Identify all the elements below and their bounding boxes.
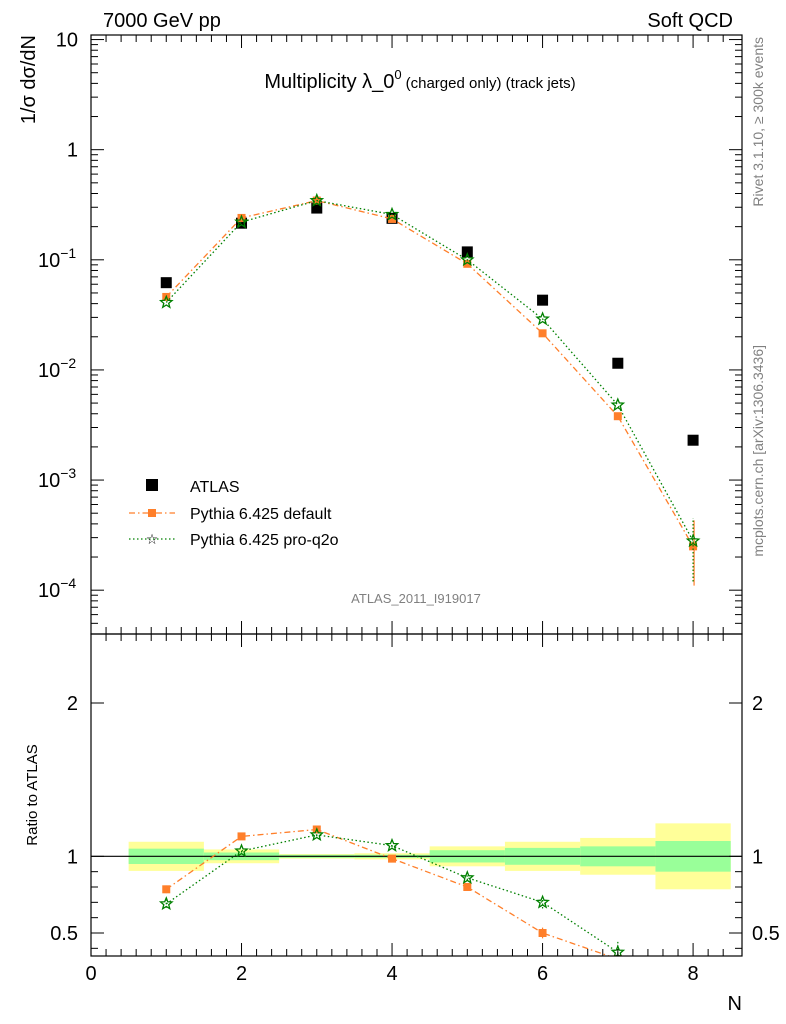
- ratio-plot-panel: 0.5 0.5 1 1 2 2 0 2 4 6 8 Ratio to ATLAS N: [24, 633, 780, 1015]
- main-y-tick-label: 10−2: [38, 355, 76, 382]
- mcplots-label: mcplots.cern.ch [arXiv:1306.3436]: [750, 345, 766, 557]
- ratio-plot-marks: [91, 823, 742, 956]
- plot-title-main: Multiplicity λ_0: [264, 71, 394, 93]
- atlas-point: [461, 246, 473, 258]
- pythia-proq2o-line: [165, 199, 694, 542]
- plot-title: Multiplicity λ_00 (charged only) (track j…: [264, 67, 575, 93]
- legend-atlas-label: ATLAS: [190, 479, 240, 496]
- ratio-series-group: [158, 825, 626, 956]
- main-y-tick-label: 10−4: [38, 575, 76, 602]
- legend: ATLAS Pythia 6.425 default ☆ Pythia 6.42…: [129, 479, 339, 549]
- ratio-y-tick-label-right: 0.5: [752, 923, 780, 945]
- pythia-proq2o-point: [535, 311, 551, 326]
- analysis-watermark: ATLAS_2011_I919017: [351, 591, 481, 606]
- main-y-tick-label: 10−1: [38, 245, 76, 272]
- ratio-pythia-default-point: [162, 885, 171, 894]
- main-y-tick-label-base: 10: [38, 360, 60, 382]
- energy-label: 7000 GeV pp: [103, 10, 221, 32]
- x-tick-label: 0: [85, 963, 96, 985]
- ratio-pythia-proq2o-point: [535, 894, 551, 909]
- ratio-pythia-proq2o-point: [384, 837, 400, 852]
- atlas-point: [537, 294, 549, 306]
- main-plot-frame: [90, 34, 743, 635]
- category-label: Soft QCD: [647, 10, 733, 32]
- ratio-plot-ticks: 0.5 0.5 1 1 2 2 0 2 4 6 8: [50, 634, 780, 985]
- ratio-plot-frame: [90, 633, 743, 957]
- atlas-point: [236, 217, 248, 229]
- ratio-pythia-proq2o-point: [309, 827, 325, 842]
- main-y-tick-label-base: 1: [67, 140, 78, 162]
- pythia-proq2o-point: [158, 294, 174, 309]
- main-y-tick-label: 10: [56, 30, 78, 52]
- pythia-proq2o-point: [459, 251, 475, 267]
- ratio-pythia-proq2o-point: [158, 896, 174, 911]
- main-y-tick-label-exponent: −3: [60, 465, 76, 481]
- ratio-pythia-default-point: [388, 854, 397, 863]
- pythia-proq2o-point: [384, 206, 400, 221]
- pythia-proq2o-point: [610, 397, 626, 412]
- ratio-y-tick-label-left: 0.5: [50, 923, 78, 945]
- main-y-tick-label: 10−3: [38, 465, 76, 492]
- legend-default-label: Pythia 6.425 default: [190, 506, 332, 523]
- pythia-default-point: [388, 214, 397, 223]
- main-y-tick-label-exponent: −4: [60, 575, 76, 591]
- main-y-tick-label: 1: [67, 140, 78, 162]
- pythia-proq2o-point: [685, 533, 701, 548]
- ratio-y-axis-label: Ratio to ATLAS: [24, 744, 41, 845]
- legend-proq2o-marker: ☆: [146, 531, 159, 547]
- x-tick-label: 4: [386, 963, 397, 985]
- ratio-y-tick-label-right: 1: [752, 846, 763, 868]
- pythia-default-line: [165, 199, 694, 547]
- x-tick-label: 8: [688, 963, 699, 985]
- atlas-point: [612, 357, 624, 369]
- main-y-tick-label-base: 10: [38, 470, 60, 492]
- ratio-y-tick-label-right: 2: [752, 693, 763, 715]
- atlas-point: [311, 202, 323, 214]
- x-tick-label: 6: [537, 963, 548, 985]
- main-y-tick-label-base: 10: [38, 580, 60, 602]
- pythia-default-point: [613, 412, 622, 421]
- legend-proq2o-label: Pythia 6.425 pro-q2o: [190, 532, 339, 549]
- plot-title-subtext: (charged only) (track jets): [406, 75, 576, 92]
- pythia-default-point: [463, 259, 472, 268]
- pythia-default-point: [538, 329, 547, 338]
- ratio-pythia-proq2o-line: [165, 834, 619, 953]
- ratio-pythia-default-point: [463, 883, 472, 891]
- ratio-y-tick-label-left: 1: [67, 846, 78, 868]
- ratio-pythia-proq2o-point: [234, 843, 249, 858]
- x-axis-label: N: [728, 993, 742, 1015]
- ratio-y-tick-label-left: 2: [67, 693, 78, 715]
- ratio-pythia-proq2o-point: [459, 869, 475, 885]
- ratio-pythia-default-point: [237, 832, 246, 841]
- pythia-proq2o-point: [234, 214, 249, 229]
- main-y-tick-label-exponent: −2: [60, 355, 76, 371]
- plot-title-superscript: 0: [394, 67, 401, 82]
- legend-default-marker: [148, 509, 156, 517]
- main-y-tick-label-exponent: −1: [60, 245, 76, 261]
- rivet-label: Rivet 3.1.10, ≥ 300k events: [750, 37, 766, 207]
- x-tick-label: 2: [236, 963, 247, 985]
- main-y-tick-label-base: 10: [38, 250, 60, 272]
- ratio-pythia-default-point: [538, 929, 547, 937]
- main-y-axis-label: 1/σ dσ/dN: [18, 35, 40, 124]
- main-plot-marks: [158, 192, 701, 586]
- atlas-point: [160, 277, 172, 289]
- pythia-proq2o-point: [309, 192, 325, 207]
- main-y-tick-label-base: 10: [56, 30, 78, 52]
- atlas-point: [687, 434, 699, 446]
- legend-atlas-marker: [146, 479, 158, 491]
